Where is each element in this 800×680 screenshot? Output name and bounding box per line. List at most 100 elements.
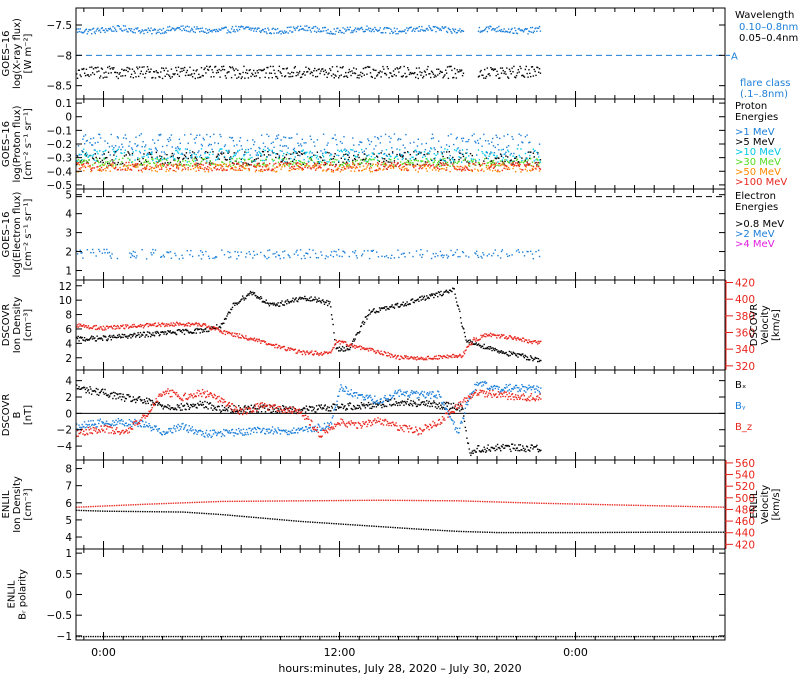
data-point — [181, 152, 183, 155]
data-point — [146, 331, 149, 333]
data-point — [255, 166, 258, 169]
data-point — [152, 167, 155, 170]
data-point — [356, 407, 358, 410]
data-point — [400, 401, 402, 403]
data-point — [108, 326, 110, 328]
data-point — [121, 68, 123, 71]
data-point — [256, 69, 258, 72]
data-point — [82, 339, 84, 341]
data-point — [215, 169, 218, 171]
data-point — [344, 75, 346, 77]
data-point — [181, 169, 183, 172]
data-point — [316, 409, 319, 411]
data-point — [326, 163, 328, 165]
data-point — [157, 164, 159, 167]
data-point — [513, 163, 515, 166]
data-point — [120, 169, 122, 171]
data-point — [254, 160, 257, 162]
data-point — [276, 32, 278, 34]
data-point — [154, 404, 157, 406]
data-point — [425, 357, 427, 359]
data-point — [396, 356, 398, 358]
data-point — [82, 32, 84, 34]
data-point — [283, 145, 286, 147]
data-point — [446, 157, 449, 159]
data-point — [499, 160, 502, 162]
data-point — [343, 406, 345, 408]
data-point — [161, 404, 164, 406]
data-point — [334, 344, 336, 346]
data-point — [102, 161, 104, 164]
data-point — [424, 148, 427, 151]
data-point — [538, 167, 541, 170]
data-point — [506, 168, 509, 170]
data-point — [145, 158, 147, 161]
data-point — [212, 328, 214, 330]
data-point — [477, 256, 480, 259]
data-point — [122, 162, 124, 165]
data-point — [461, 140, 464, 142]
data-point — [381, 353, 383, 355]
data-point — [164, 75, 166, 77]
data-point — [272, 65, 274, 68]
data-point — [177, 159, 180, 162]
data-point — [160, 165, 162, 167]
data-point — [290, 153, 292, 155]
data-point — [291, 71, 293, 74]
data-point — [297, 154, 299, 157]
data-point — [352, 346, 354, 348]
data-point — [84, 29, 87, 31]
data-point — [98, 248, 100, 251]
data-point — [166, 168, 168, 171]
data-point — [452, 353, 454, 356]
data-point — [202, 30, 204, 32]
data-point — [388, 308, 390, 310]
data-point — [441, 152, 443, 154]
data-point — [371, 170, 373, 173]
data-point — [154, 331, 157, 333]
data-point — [97, 388, 99, 391]
data-point — [280, 72, 282, 75]
data-point — [256, 297, 258, 299]
data-point — [412, 29, 414, 31]
data-point — [344, 158, 346, 161]
data-point — [324, 162, 327, 164]
data-point — [462, 169, 465, 171]
data-point — [376, 350, 378, 352]
data-point — [193, 72, 196, 75]
data-point — [195, 332, 197, 334]
data-point — [113, 150, 115, 153]
data-point — [351, 343, 353, 345]
data-point — [130, 147, 133, 149]
data-point — [146, 66, 149, 68]
data-point — [474, 340, 477, 342]
data-point — [276, 347, 278, 349]
data-point — [334, 165, 336, 168]
data-point — [141, 29, 143, 31]
data-point — [396, 28, 398, 30]
data-point — [331, 318, 334, 320]
data-point — [405, 133, 407, 136]
data-point — [383, 405, 385, 408]
data-point — [415, 27, 418, 29]
data-point — [205, 326, 208, 328]
data-point — [399, 30, 402, 33]
data-point — [99, 31, 102, 33]
data-point — [474, 164, 476, 166]
data-point — [536, 357, 538, 359]
data-point — [178, 258, 181, 260]
data-point — [199, 76, 201, 79]
data-point — [436, 26, 438, 29]
data-point — [519, 29, 521, 31]
data-point — [146, 334, 148, 336]
data-point — [454, 354, 456, 357]
data-point — [268, 162, 271, 165]
data-point — [120, 148, 122, 151]
data-point — [514, 352, 516, 355]
data-point — [76, 384, 78, 386]
data-point — [129, 169, 131, 171]
data-point — [175, 409, 178, 411]
data-point — [196, 164, 198, 167]
data-point — [466, 166, 468, 169]
data-point — [515, 165, 518, 167]
